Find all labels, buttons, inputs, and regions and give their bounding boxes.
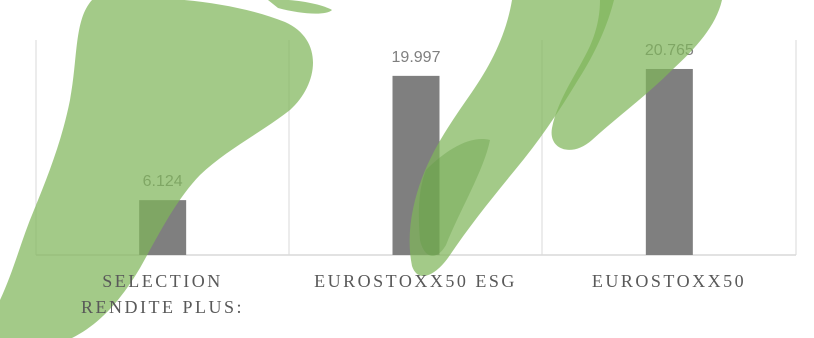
- category-label-line: EUROSTOXX50: [591, 271, 747, 291]
- category-label: EUROSTOXX50 ESG: [289, 268, 542, 294]
- category-label: EUROSTOXX50: [542, 268, 796, 294]
- right-footprint-heel: [551, 0, 722, 150]
- right-footprint-shape: [409, 0, 614, 276]
- left-footprint-toe: [268, 0, 332, 14]
- category-label: SELECTION RENDITE PLUS:: [36, 268, 289, 320]
- bar: [645, 68, 693, 255]
- category-label-line: EUROSTOXX50 ESG: [314, 271, 517, 291]
- footprint-decoration: [0, 0, 722, 338]
- left-footprint-shape: [0, 0, 313, 338]
- data-label: 19.997: [392, 49, 441, 66]
- category-label-line: SELECTION: [102, 271, 223, 291]
- overlap-shadow: [418, 139, 490, 256]
- category-label-line: RENDITE PLUS:: [81, 297, 244, 317]
